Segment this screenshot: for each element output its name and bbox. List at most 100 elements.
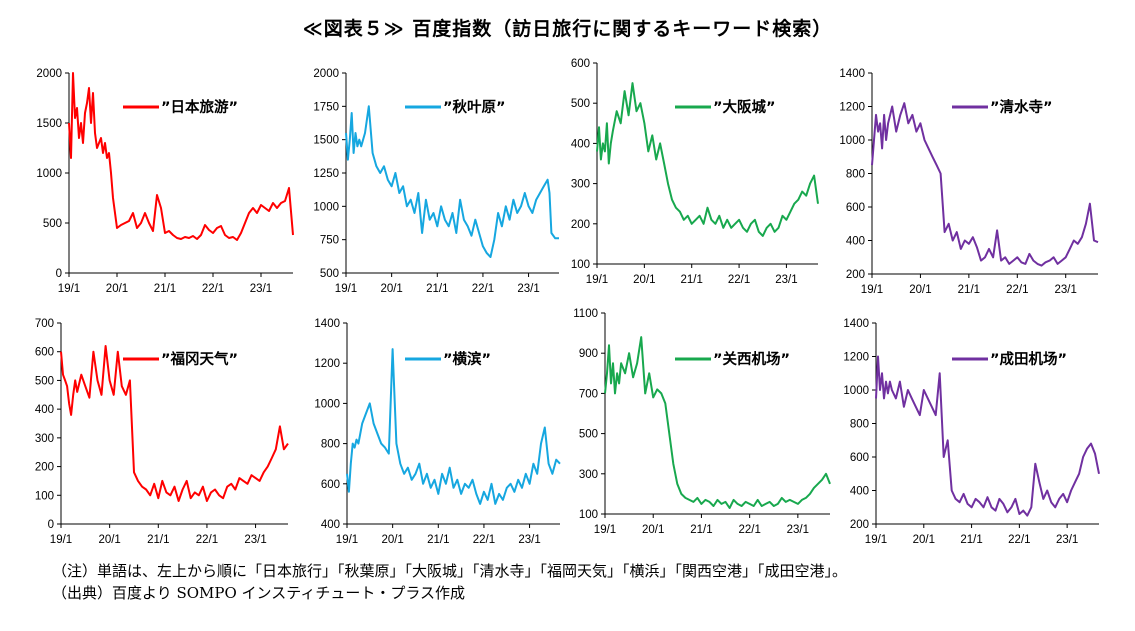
x-tick-label: 22/1 xyxy=(202,283,224,295)
y-tick-label: 500 xyxy=(320,268,339,280)
y-tick-label: 400 xyxy=(850,486,869,498)
y-tick-label: 1000 xyxy=(839,135,865,147)
x-tick-label: 22/1 xyxy=(1006,284,1028,296)
y-tick-label: 700 xyxy=(579,388,598,400)
x-tick-label: 19/1 xyxy=(865,534,887,546)
y-tick-label: 1400 xyxy=(839,68,865,80)
x-tick-label: 21/1 xyxy=(426,283,448,295)
series-line xyxy=(346,106,559,257)
x-tick-label: 21/1 xyxy=(147,534,169,546)
x-tick-label: 23/1 xyxy=(517,283,539,295)
x-tick-label: 22/1 xyxy=(473,534,495,546)
y-tick-label: 1750 xyxy=(313,101,339,113)
y-tick-label: 500 xyxy=(579,429,598,441)
series-line xyxy=(69,73,293,240)
series-line xyxy=(876,357,1099,516)
y-tick-label: 1200 xyxy=(314,358,340,370)
y-tick-label: 800 xyxy=(321,439,340,451)
x-tick-label: 23/1 xyxy=(787,524,809,536)
y-tick-label: 700 xyxy=(35,318,54,330)
y-tick-label: 2000 xyxy=(36,68,62,80)
y-tick-label: 300 xyxy=(579,469,598,481)
legend-label: ”成田机场” xyxy=(990,350,1067,368)
x-tick-label: 20/1 xyxy=(380,283,402,295)
x-tick-label: 19/1 xyxy=(335,283,357,295)
y-tick-label: 100 xyxy=(571,259,590,271)
y-tick-label: 1100 xyxy=(573,308,598,320)
y-tick-label: 600 xyxy=(846,202,865,214)
y-tick-label: 1500 xyxy=(313,135,339,147)
source-text: （出典）百度より SOMPO インスティチュート・プラス作成 xyxy=(52,582,847,604)
y-tick-label: 100 xyxy=(579,509,598,521)
x-tick-label: 22/1 xyxy=(738,524,760,536)
y-tick-label: 400 xyxy=(846,236,865,248)
y-tick-label: 1200 xyxy=(839,102,865,114)
notes-block: （注）単語は、左上から順に「日本旅行」「秋葉原」「大阪城」「清水寺」「福岡天気」… xyxy=(52,560,847,604)
x-tick-label: 20/1 xyxy=(909,284,931,296)
y-tick-label: 600 xyxy=(850,452,869,464)
y-tick-label: 400 xyxy=(35,404,54,416)
x-tick-label: 23/1 xyxy=(244,534,266,546)
y-tick-label: 900 xyxy=(579,348,598,360)
x-tick-label: 19/1 xyxy=(58,283,80,295)
x-tick-label: 23/1 xyxy=(518,534,540,546)
legend-label: ”横滨” xyxy=(443,350,491,368)
x-tick-label: 20/1 xyxy=(913,534,935,546)
y-tick-label: 1250 xyxy=(313,168,339,180)
x-tick-label: 20/1 xyxy=(381,534,403,546)
y-tick-label: 1000 xyxy=(36,168,62,180)
y-tick-label: 600 xyxy=(321,479,340,491)
note-text: （注）単語は、左上から順に「日本旅行」「秋葉原」「大阪城」「清水寺」「福岡天気」… xyxy=(52,560,847,582)
y-tick-label: 300 xyxy=(571,179,590,191)
legend-label: ”大阪城” xyxy=(713,98,776,116)
legend-label: ”日本旅游” xyxy=(161,98,238,116)
series-line xyxy=(872,103,1098,265)
x-tick-label: 21/1 xyxy=(427,534,449,546)
y-tick-label: 1400 xyxy=(843,318,869,330)
y-tick-label: 500 xyxy=(35,375,54,387)
x-tick-label: 23/1 xyxy=(1056,534,1078,546)
x-tick-label: 19/1 xyxy=(594,524,616,536)
y-tick-label: 1000 xyxy=(314,398,340,410)
legend-label: ”清水寺” xyxy=(990,98,1053,116)
legend-label: ”秋叶原” xyxy=(443,98,506,116)
y-tick-label: 200 xyxy=(850,519,869,531)
x-tick-label: 21/1 xyxy=(681,274,703,286)
x-tick-label: 22/1 xyxy=(196,534,218,546)
y-tick-label: 200 xyxy=(846,269,865,281)
x-tick-label: 23/1 xyxy=(250,283,272,295)
y-tick-label: 1200 xyxy=(843,352,869,364)
y-tick-label: 200 xyxy=(571,219,590,231)
legend-label: ”福冈天气” xyxy=(161,350,238,368)
y-tick-label: 100 xyxy=(35,490,54,502)
y-tick-label: 1500 xyxy=(36,118,62,130)
y-tick-label: 600 xyxy=(571,58,590,70)
x-tick-label: 20/1 xyxy=(633,274,655,286)
x-tick-label: 20/1 xyxy=(98,534,120,546)
y-tick-label: 1000 xyxy=(313,201,339,213)
y-tick-label: 750 xyxy=(320,235,339,247)
x-tick-label: 21/1 xyxy=(154,283,176,295)
x-tick-label: 19/1 xyxy=(861,284,883,296)
x-tick-label: 23/1 xyxy=(775,274,797,286)
series-line xyxy=(347,349,560,504)
x-tick-label: 21/1 xyxy=(960,534,982,546)
x-tick-label: 22/1 xyxy=(1008,534,1030,546)
y-tick-label: 800 xyxy=(846,169,865,181)
y-tick-label: 600 xyxy=(35,347,54,359)
y-tick-label: 2000 xyxy=(313,68,339,80)
y-tick-label: 1000 xyxy=(843,385,869,397)
y-tick-label: 500 xyxy=(43,218,62,230)
y-tick-label: 1400 xyxy=(314,318,340,330)
y-tick-label: 400 xyxy=(571,138,590,150)
y-tick-label: 0 xyxy=(48,519,54,531)
x-tick-label: 22/1 xyxy=(472,283,494,295)
series-line xyxy=(61,346,288,501)
x-tick-label: 22/1 xyxy=(728,274,750,286)
y-tick-label: 0 xyxy=(56,268,62,280)
x-tick-label: 19/1 xyxy=(50,534,72,546)
x-tick-label: 20/1 xyxy=(642,524,664,536)
x-tick-label: 19/1 xyxy=(586,274,608,286)
y-tick-label: 200 xyxy=(35,462,54,474)
